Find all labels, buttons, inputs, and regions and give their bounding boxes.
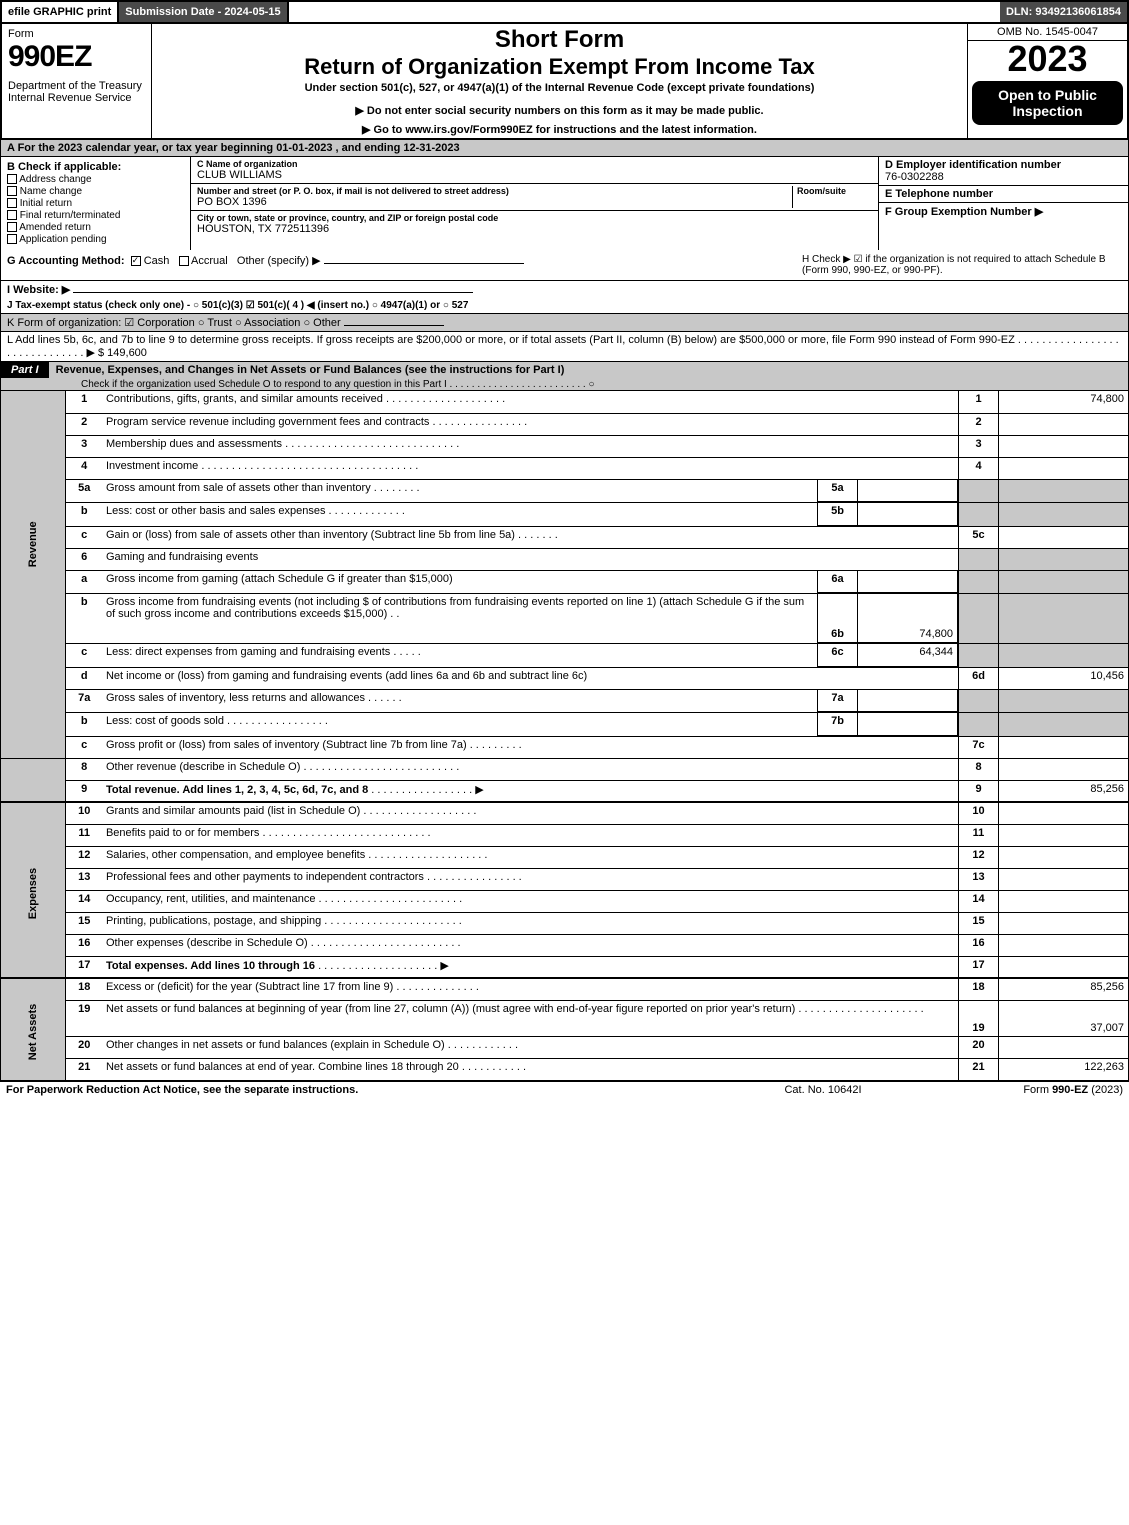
footer-right: Form 990-EZ (2023) bbox=[923, 1084, 1123, 1096]
street-value: PO BOX 1396 bbox=[197, 196, 792, 208]
col-b: B Check if applicable: Address change Na… bbox=[1, 157, 191, 250]
d-label: D Employer identification number bbox=[885, 159, 1122, 171]
line-6d: dNet income or (loss) from gaming and fu… bbox=[1, 667, 1129, 689]
row-i-website: I Website: ▶ bbox=[0, 281, 1129, 298]
c-city: City or town, state or province, country… bbox=[191, 211, 878, 237]
chk-name-change: Name change bbox=[7, 186, 184, 197]
line-7b: bLess: cost of goods sold . . . . . . . … bbox=[1, 713, 1129, 737]
expenses-sidelabel: Expenses bbox=[1, 802, 66, 978]
line-7a: 7aGross sales of inventory, less returns… bbox=[1, 689, 1129, 713]
netassets-sidelabel: Net Assets bbox=[1, 978, 66, 1080]
form-header: Form 990EZ Department of the Treasury In… bbox=[0, 24, 1129, 138]
header-right: OMB No. 1545-0047 2023 Open to Public In… bbox=[967, 24, 1127, 138]
line-2: 2Program service revenue including gover… bbox=[1, 413, 1129, 435]
line-9: 9Total revenue. Add lines 1, 2, 3, 4, 5c… bbox=[1, 780, 1129, 802]
chk-address-change: Address change bbox=[7, 174, 184, 185]
top-bar: efile GRAPHIC print Submission Date - 20… bbox=[0, 0, 1129, 24]
efile-label: efile GRAPHIC print bbox=[2, 2, 119, 22]
form-number: 990EZ bbox=[8, 40, 145, 74]
part1-title: Revenue, Expenses, and Changes in Net As… bbox=[52, 364, 565, 376]
do-not-enter: ▶ Do not enter social security numbers o… bbox=[158, 104, 961, 117]
e-label: E Telephone number bbox=[885, 188, 1122, 200]
f-group: F Group Exemption Number ▶ bbox=[879, 203, 1128, 220]
line-20: 20Other changes in net assets or fund ba… bbox=[1, 1036, 1129, 1058]
section-bcdef: B Check if applicable: Address change Na… bbox=[0, 157, 1129, 250]
line-16: 16Other expenses (describe in Schedule O… bbox=[1, 934, 1129, 956]
d-ein: D Employer identification number 76-0302… bbox=[879, 157, 1128, 186]
line-4: 4Investment income . . . . . . . . . . .… bbox=[1, 457, 1129, 479]
line-19: 19Net assets or fund balances at beginni… bbox=[1, 1000, 1129, 1036]
row-j-tax-exempt: J Tax-exempt status (check only one) - ○… bbox=[0, 298, 1129, 314]
line-6b: bGross income from fundraising events (n… bbox=[1, 594, 1129, 644]
line-14: 14Occupancy, rent, utilities, and mainte… bbox=[1, 890, 1129, 912]
line-12: 12Salaries, other compensation, and empl… bbox=[1, 846, 1129, 868]
under-section: Under section 501(c), 527, or 4947(a)(1)… bbox=[158, 82, 961, 94]
footer-center: Cat. No. 10642I bbox=[723, 1084, 923, 1096]
city-label: City or town, state or province, country… bbox=[197, 213, 872, 223]
org-name: CLUB WILLIAMS bbox=[197, 169, 872, 181]
c-label: C Name of organization bbox=[197, 159, 872, 169]
line-21: 21Net assets or fund balances at end of … bbox=[1, 1058, 1129, 1080]
street-label: Number and street (or P. O. box, if mail… bbox=[197, 186, 792, 196]
chk-initial-return: Initial return bbox=[7, 198, 184, 209]
f-label: F Group Exemption Number ▶ bbox=[885, 205, 1122, 218]
line-18: Net Assets 18Excess or (deficit) for the… bbox=[1, 978, 1129, 1000]
c-name: C Name of organization CLUB WILLIAMS bbox=[191, 157, 878, 184]
line-6: 6Gaming and fundraising events bbox=[1, 548, 1129, 570]
chk-amended-return: Amended return bbox=[7, 222, 184, 233]
form-title: Return of Organization Exempt From Incom… bbox=[158, 54, 961, 80]
line-3: 3Membership dues and assessments . . . .… bbox=[1, 435, 1129, 457]
part1-sub: Check if the organization used Schedule … bbox=[1, 379, 595, 390]
tax-year: 2023 bbox=[968, 41, 1127, 77]
line-5c: cGain or (loss) from sale of assets othe… bbox=[1, 526, 1129, 548]
city-value: HOUSTON, TX 772511396 bbox=[197, 223, 872, 235]
row-k-form-org: K Form of organization: ☑ Corporation ○ … bbox=[0, 314, 1129, 332]
footer-left: For Paperwork Reduction Act Notice, see … bbox=[6, 1084, 723, 1096]
spacer bbox=[289, 2, 1000, 22]
open-to-public: Open to Public Inspection bbox=[972, 81, 1123, 125]
page-footer: For Paperwork Reduction Act Notice, see … bbox=[0, 1081, 1129, 1098]
chk-final-return: Final return/terminated bbox=[7, 210, 184, 221]
line-13: 13Professional fees and other payments t… bbox=[1, 868, 1129, 890]
line-10: Expenses 10Grants and similar amounts pa… bbox=[1, 802, 1129, 824]
col-right: D Employer identification number 76-0302… bbox=[878, 157, 1128, 250]
row-gh: G Accounting Method: Cash Accrual Other … bbox=[0, 250, 1129, 281]
g-accounting: G Accounting Method: Cash Accrual Other … bbox=[7, 254, 802, 276]
submission-date: Submission Date - 2024-05-15 bbox=[119, 2, 288, 22]
line-1: Revenue 1Contributions, gifts, grants, a… bbox=[1, 391, 1129, 413]
line-5b: bLess: cost or other basis and sales exp… bbox=[1, 503, 1129, 527]
line-6a: aGross income from gaming (attach Schedu… bbox=[1, 570, 1129, 594]
department: Department of the Treasury Internal Reve… bbox=[8, 80, 145, 104]
b-label: B Check if applicable: bbox=[7, 161, 184, 173]
header-center: Short Form Return of Organization Exempt… bbox=[152, 24, 967, 138]
h-schedule-b: H Check ▶ ☑ if the organization is not r… bbox=[802, 254, 1122, 276]
line-8: 8Other revenue (describe in Schedule O) … bbox=[1, 758, 1129, 780]
line-7c: cGross profit or (loss) from sales of in… bbox=[1, 736, 1129, 758]
dln-label: DLN: 93492136061854 bbox=[1000, 2, 1127, 22]
line-6c: cLess: direct expenses from gaming and f… bbox=[1, 644, 1129, 668]
lines-table: Revenue 1Contributions, gifts, grants, a… bbox=[0, 391, 1129, 1081]
chk-application-pending: Application pending bbox=[7, 234, 184, 245]
line-17: 17Total expenses. Add lines 10 through 1… bbox=[1, 956, 1129, 978]
line-15: 15Printing, publications, postage, and s… bbox=[1, 912, 1129, 934]
line-5a: 5aGross amount from sale of assets other… bbox=[1, 479, 1129, 503]
col-cde: C Name of organization CLUB WILLIAMS Num… bbox=[191, 157, 878, 250]
c-street: Number and street (or P. O. box, if mail… bbox=[191, 184, 878, 211]
part1-label: Part I bbox=[1, 362, 49, 378]
form-word: Form bbox=[8, 28, 145, 40]
e-phone: E Telephone number bbox=[879, 186, 1128, 203]
ein-value: 76-0302288 bbox=[885, 171, 1122, 183]
room-label: Room/suite bbox=[797, 186, 872, 196]
short-form-label: Short Form bbox=[158, 26, 961, 54]
part1-header: Part I Revenue, Expenses, and Changes in… bbox=[0, 362, 1129, 391]
header-left: Form 990EZ Department of the Treasury In… bbox=[2, 24, 152, 138]
l-amount: ▶ $ 149,600 bbox=[86, 347, 146, 359]
row-a-calendar-year: A For the 2023 calendar year, or tax yea… bbox=[0, 138, 1129, 157]
revenue-sidelabel: Revenue bbox=[1, 391, 66, 758]
goto-link: ▶ Go to www.irs.gov/Form990EZ for instru… bbox=[158, 123, 961, 136]
line-11: 11Benefits paid to or for members . . . … bbox=[1, 824, 1129, 846]
row-l-gross-receipts: L Add lines 5b, 6c, and 7b to line 9 to … bbox=[0, 332, 1129, 362]
